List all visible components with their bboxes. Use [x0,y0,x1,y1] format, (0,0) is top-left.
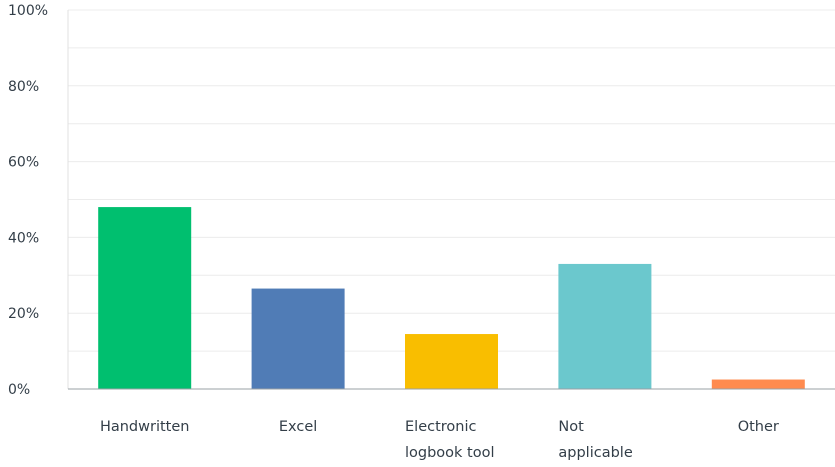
x-category-label: Not applicable [558,419,632,461]
bar-electronic-logbook-tool[interactable] [405,334,498,389]
y-axis-ticks: 0% 20% 40% 60% 80% 100% [8,3,48,398]
y-tick-label: 40% [8,230,39,246]
x-category-label: Electronic logbook tool [405,419,495,461]
bar-excel[interactable] [251,288,345,389]
y-tick-label: 100% [8,3,48,19]
x-category-label: Excel [279,419,317,435]
gridlines [68,9,835,352]
bar-not-applicable[interactable] [558,263,652,389]
bar-other[interactable] [711,379,805,389]
y-tick-label: 0% [8,382,30,398]
x-category-label: Handwritten [100,419,190,435]
y-tick-label: 80% [8,79,39,95]
x-axis-labels: Handwritten Excel Electronic logbook tool No… [100,419,779,461]
x-category-label: Other [738,419,779,435]
y-tick-label: 20% [8,306,39,322]
bars [98,207,805,389]
y-tick-label: 60% [8,155,39,171]
bar-handwritten[interactable] [98,207,192,389]
